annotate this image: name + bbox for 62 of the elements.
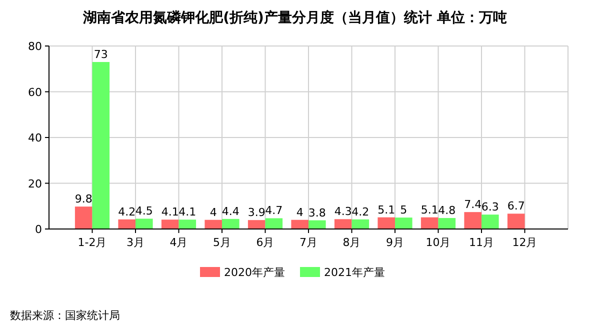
data-label: 6.3 <box>481 200 499 214</box>
x-tick-label: 10月 <box>426 236 451 249</box>
data-label: 4.8 <box>438 204 456 218</box>
data-label: 73 <box>94 48 108 62</box>
bar <box>248 220 266 229</box>
x-tick-label: 9月 <box>386 236 404 249</box>
y-tick-label: 0 <box>35 223 42 236</box>
x-tick-label: 3月 <box>126 236 144 249</box>
bar <box>420 217 438 229</box>
data-label: 4.1 <box>178 206 196 219</box>
x-tick-label: 6月 <box>256 236 274 249</box>
data-label: 3.8 <box>308 206 326 220</box>
data-label: 4 <box>296 206 304 219</box>
x-tick-label: 5月 <box>213 236 231 249</box>
data-label: 4.3 <box>334 205 352 218</box>
bar <box>118 219 136 229</box>
bar <box>291 220 308 229</box>
bar <box>464 212 482 229</box>
data-label: 5.1 <box>378 203 396 216</box>
y-tick-label: 40 <box>28 132 42 144</box>
data-label: 5.1 <box>420 203 438 216</box>
data-label: 4.7 <box>265 204 283 218</box>
y-tick-label: 20 <box>28 177 42 190</box>
y-tick-label: 80 <box>28 40 42 53</box>
bar <box>222 218 240 229</box>
legend-label: 2020年产量 <box>224 266 285 279</box>
bar <box>136 218 153 229</box>
bar <box>352 219 370 229</box>
bar <box>265 218 283 229</box>
bar <box>438 218 456 229</box>
x-tick-label: 11月 <box>469 236 494 249</box>
data-label: 4 <box>210 206 217 219</box>
x-tick-label: 8月 <box>342 236 361 249</box>
data-label: 4.4 <box>222 204 240 218</box>
data-label: 7.4 <box>464 198 482 212</box>
bar <box>507 214 525 229</box>
data-label: 3.9 <box>248 206 266 220</box>
data-label: 4.1 <box>161 206 179 219</box>
data-label: 4.2 <box>352 205 370 218</box>
source-note: 数据来源：国家统计局 <box>10 309 120 322</box>
bar <box>378 217 395 229</box>
bar <box>161 220 179 229</box>
data-label: 5 <box>400 204 408 217</box>
x-tick-label: 7月 <box>300 236 318 249</box>
chart-title: 湖南省农用氮磷钾化肥(折纯)产量分月度（当月值）统计 单位：万吨 <box>82 9 507 26</box>
data-label: 4.5 <box>135 204 153 218</box>
bar <box>395 218 412 229</box>
x-tick-label: 12月 <box>512 236 538 249</box>
bar <box>482 214 499 229</box>
bar <box>308 220 326 229</box>
bar <box>334 219 352 229</box>
bar <box>204 220 222 229</box>
bar <box>92 62 110 229</box>
legend-label: 2021年产量 <box>324 266 385 279</box>
y-tick-label: 60 <box>28 86 42 99</box>
bar <box>74 206 92 229</box>
data-label: 4.2 <box>118 205 136 218</box>
data-label: 6.7 <box>507 200 525 213</box>
x-tick-label: 1-2月 <box>78 236 107 249</box>
bar <box>178 220 196 229</box>
data-label: 9.8 <box>74 192 92 206</box>
x-tick-label: 4月 <box>170 236 188 249</box>
